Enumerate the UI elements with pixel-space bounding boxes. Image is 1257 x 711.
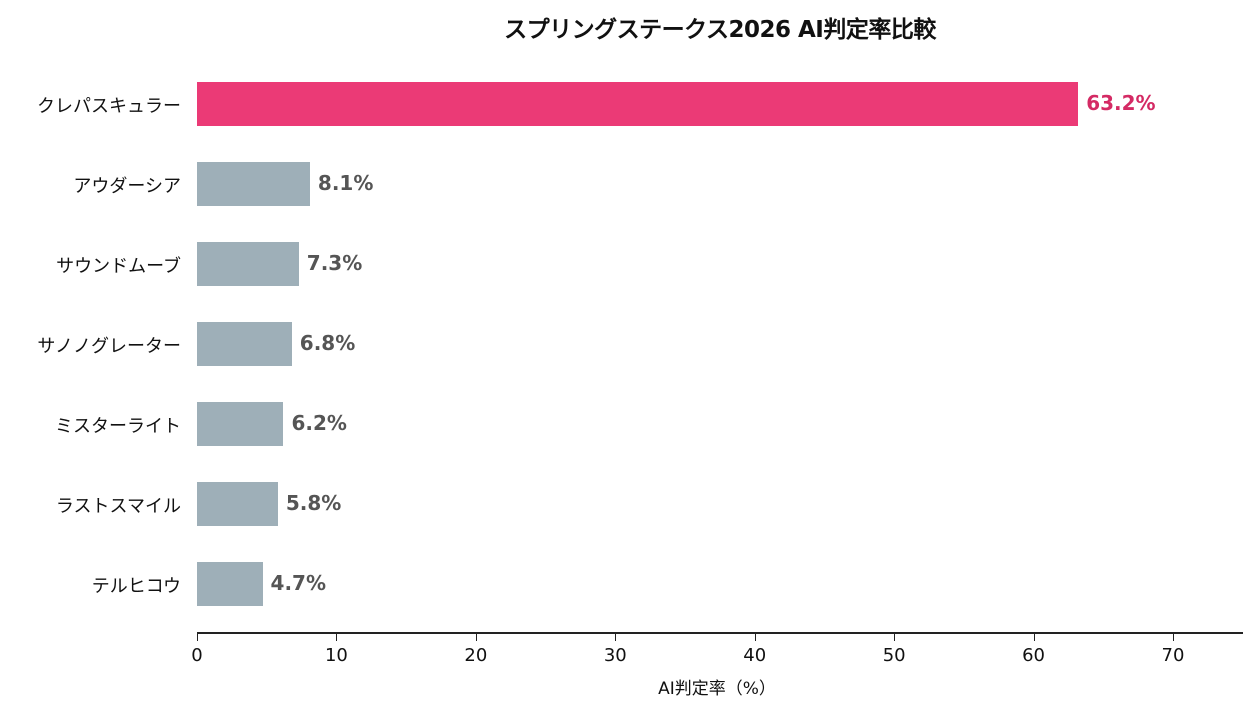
category-label: ラストスマイル	[55, 496, 181, 517]
x-tick-label: 70	[1161, 645, 1185, 666]
bar	[197, 482, 278, 526]
x-tick	[197, 634, 198, 641]
bar	[197, 322, 292, 366]
bar	[197, 562, 263, 606]
x-tick-label: 50	[882, 645, 906, 666]
value-label: 63.2%	[1086, 91, 1156, 115]
bar	[197, 82, 1079, 126]
x-tick-label: 30	[603, 645, 627, 666]
value-label: 8.1%	[317, 171, 374, 195]
x-tick	[1173, 634, 1174, 641]
bar	[197, 402, 284, 446]
category-label: サノノグレーター	[37, 336, 181, 357]
x-axis-line	[197, 632, 1243, 634]
x-tick	[336, 634, 338, 641]
category-label: クレパスキュラー	[37, 96, 181, 117]
value-label: 6.8%	[299, 331, 356, 355]
x-tick	[754, 634, 756, 641]
bar	[197, 242, 299, 286]
x-tick-label: 0	[191, 645, 203, 666]
x-tick-label: 40	[743, 645, 767, 666]
x-tick	[1033, 634, 1035, 641]
value-label: 7.3%	[306, 251, 363, 275]
bar	[197, 162, 310, 206]
value-label: 5.8%	[285, 491, 342, 515]
value-label: 6.2%	[291, 411, 347, 435]
chart-title: スプリングステークス2026 AI判定率比較	[504, 17, 936, 43]
x-tick-label: 10	[324, 645, 348, 666]
category-label: テルヒコウ	[91, 576, 181, 597]
category-label: アウダーシア	[73, 176, 181, 197]
x-tick	[615, 634, 617, 641]
value-label: 4.7%	[270, 571, 326, 595]
x-tick-label: 60	[1022, 645, 1046, 666]
category-label: サウンドムーブ	[56, 256, 181, 277]
category-label: ミスターライト	[55, 416, 181, 437]
x-tick-label: 20	[464, 645, 488, 666]
x-tick	[475, 634, 477, 641]
x-tick	[894, 634, 896, 641]
x-axis-label: AI判定率（%）	[658, 679, 776, 699]
